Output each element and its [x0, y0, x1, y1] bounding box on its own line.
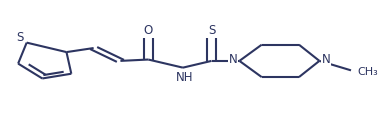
- Text: N: N: [322, 53, 331, 66]
- Text: CH₃: CH₃: [358, 67, 378, 77]
- Text: O: O: [144, 24, 153, 37]
- Text: S: S: [208, 24, 215, 37]
- Text: NH: NH: [176, 71, 193, 84]
- Text: N: N: [228, 53, 237, 66]
- Text: S: S: [16, 31, 24, 44]
